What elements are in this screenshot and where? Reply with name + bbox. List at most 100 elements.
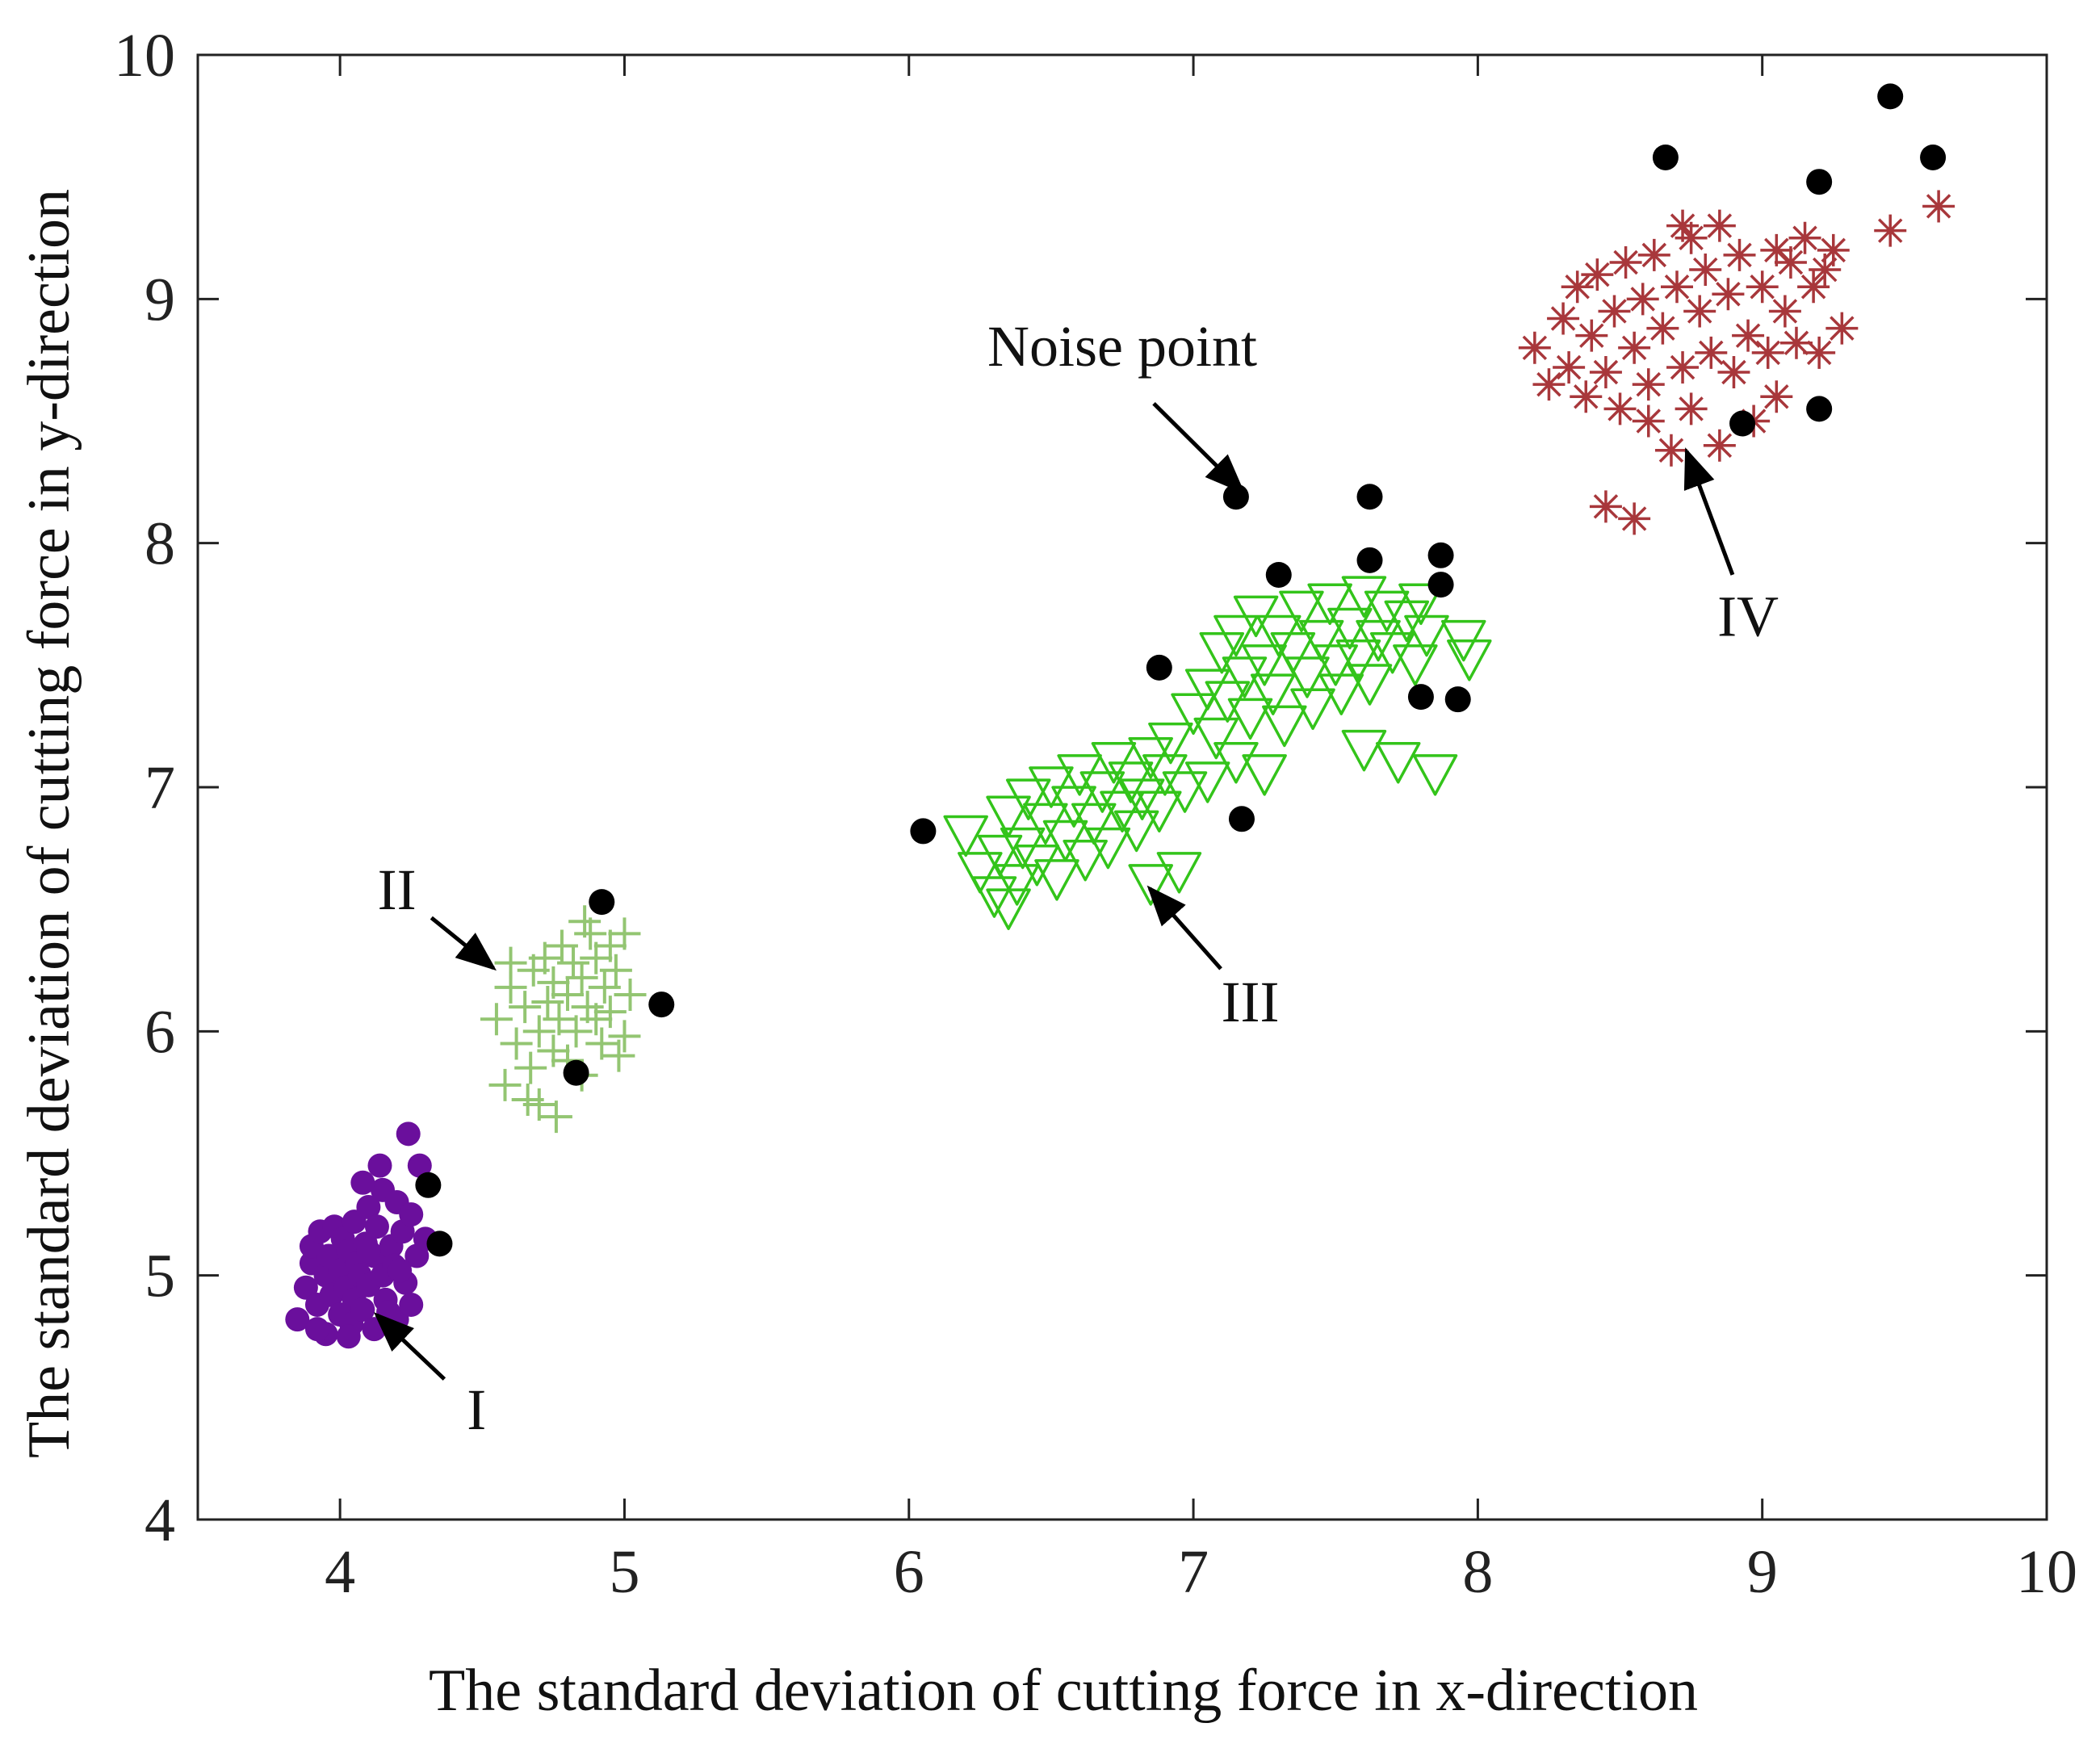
cluster-iii-point [986,795,1031,838]
cluster-ii-point [580,1003,613,1036]
cluster-i-point [356,1195,381,1220]
cluster-iv-point [1874,214,1907,247]
cluster-iii-point [1193,717,1239,760]
x-tick-label: 6 [894,1538,924,1606]
annotation-arrow-iii [1146,885,1222,971]
annotation-arrow-noise-point [1152,401,1246,494]
cluster-iii-point [1318,673,1364,715]
cluster-iv-point [1561,270,1594,304]
cluster-iv-point [1675,221,1708,254]
cluster-iii-point [1242,754,1287,796]
cluster-iii-point [1404,614,1449,657]
cluster-iii-point [1256,614,1301,657]
cluster-iii-point [1222,656,1268,698]
y-tick-label: 4 [145,1486,175,1554]
cluster-i-point [304,1317,329,1342]
cluster-iii-point [1393,644,1438,686]
cluster-iii-point [986,888,1031,930]
cluster-iv-point [1779,326,1813,359]
cluster-iii-point [1375,742,1421,784]
cluster-iii-point [1270,631,1316,674]
cluster-iv-point [1675,392,1708,426]
cluster-iii-point [1171,693,1216,736]
cluster-iii-point [1184,761,1230,803]
cluster-ii-point [599,954,632,987]
noise-point-point [1877,83,1904,110]
cluster-iv-point [1598,295,1631,328]
annotation-label-i: I [467,1377,486,1442]
noise-point-point [1920,144,1947,170]
y-tick-label: 8 [145,510,175,578]
cluster-ii-point [585,1027,618,1060]
cluster-ii-point [494,946,527,979]
cluster-i-point [285,1307,310,1332]
annotation-label-iv: IV [1717,584,1779,648]
cluster-iii-point [1108,761,1154,803]
cluster-iv-point [1803,336,1836,369]
cluster-ii-point [480,1003,513,1036]
cluster-i-point [350,1297,375,1322]
noise-point-point [648,991,675,1018]
cluster-iv-point [1666,209,1700,242]
cluster-i-point [293,1275,318,1300]
cluster-iv-point [1746,270,1779,304]
cluster-iii-point [1213,614,1259,657]
cluster-iv-point [1654,434,1687,467]
cluster-iv-point [1661,270,1693,304]
cluster-iii-point [943,815,988,857]
cluster-iii-point [1412,754,1458,796]
cluster-iii-point [1298,619,1344,662]
cluster-iv-point [1589,490,1622,523]
annotation-arrow-i [373,1312,446,1381]
cluster-ii-point [602,1039,635,1072]
noise-point-point [1356,484,1383,510]
cluster-ii-point [557,946,590,979]
cluster-iv-point [1626,283,1659,316]
cluster-ii-point [593,996,627,1029]
cluster-iv-point [1817,233,1850,266]
cluster-iii-point [1128,864,1173,906]
cluster-iv-point [1618,502,1651,535]
cluster-iii-point [1142,754,1188,796]
cluster-iii-point [1034,859,1079,901]
data-points [285,83,1955,1349]
cluster-iii-point [1000,827,1046,870]
cluster-iv-point [1632,405,1665,438]
cluster-iv-point [1768,295,1801,328]
cluster-ii-point [488,1068,522,1101]
y-tick-label: 5 [145,1243,175,1310]
noise-point-point [1265,561,1292,588]
cluster-i-point [364,1214,389,1239]
cluster-iv-point [1703,429,1736,462]
cluster-ii-point [500,1027,533,1060]
cluster-iv-point [1632,368,1665,401]
annotation-label-iii: III [1222,970,1280,1034]
cluster-iv-point [1646,312,1679,345]
axes-group: 4 5 6 7 8 9 10 4 5 6 7 8 9 10 [114,22,2077,1606]
cluster-ii-point [614,978,647,1011]
cluster-i-point [399,1202,424,1227]
cluster-ii-point [531,986,564,1019]
cluster-iii-point [1250,673,1296,715]
cluster-ii-point [551,978,584,1011]
cluster-iii-point [1071,803,1117,845]
cluster-iii-point [1199,631,1245,674]
cluster-ii-point [509,991,542,1024]
cluster-iv-point [1581,258,1614,291]
noise-point-point [426,1230,453,1257]
cluster-i-point [407,1153,432,1178]
cluster-iv-point [1695,336,1728,369]
cluster-iii-point [1369,631,1415,674]
cluster-iii-point [1014,845,1060,887]
cluster-iv-point [1666,350,1700,384]
cluster-iii-point [1085,827,1131,870]
x-tick-label: 9 [1747,1538,1778,1606]
cluster-iv-point [1809,254,1842,287]
cluster-iv-point [1575,319,1608,352]
cluster-iv-point [1788,221,1821,254]
noise-point-point [1806,396,1833,422]
cluster-iii-point [1162,771,1208,813]
cluster-iii-point [1242,644,1287,686]
cluster-iv-point [1774,245,1807,279]
